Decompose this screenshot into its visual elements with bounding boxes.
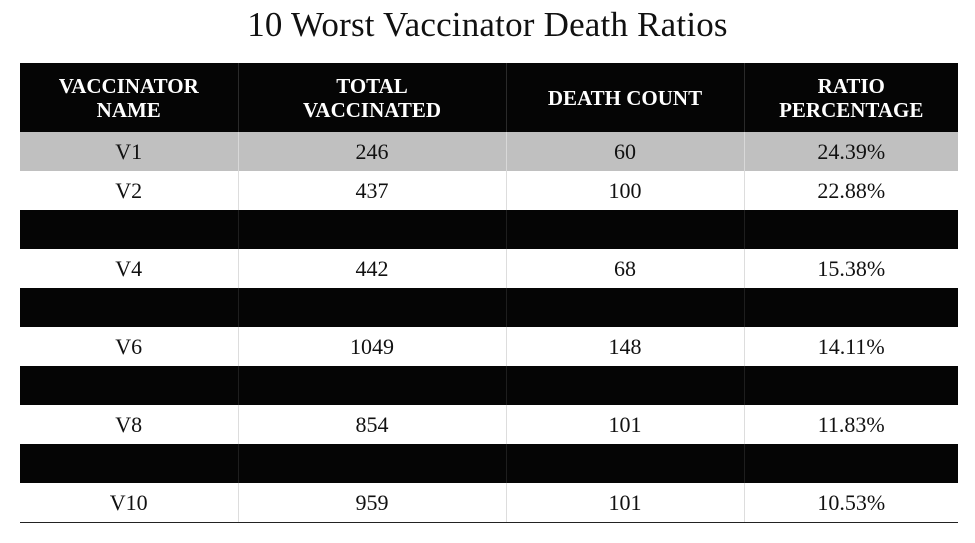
redacted-cell	[743, 288, 958, 327]
cell-vaccinator-name: V4	[20, 249, 238, 288]
header-ratio-percentage: RATIO PERCENTAGE	[743, 63, 958, 132]
table-row: V1 246 60 24.39%	[20, 132, 958, 171]
table-row: V2 437 100 22.88%	[20, 171, 958, 210]
table-header: VACCINATOR NAME TOTAL VACCINATED DEATH C…	[20, 63, 958, 132]
cell-total-vaccinated: 854	[237, 405, 506, 444]
redacted-row	[20, 444, 958, 483]
redacted-row	[20, 366, 958, 405]
table-body: V1 246 60 24.39% V2 437 100 22.88% V4 44…	[20, 132, 958, 523]
redacted-row	[20, 288, 958, 327]
cell-death-count: 101	[505, 405, 744, 444]
cell-death-count: 100	[505, 171, 744, 210]
table-row: V6 1049 148 14.11%	[20, 327, 958, 366]
redacted-cell	[237, 288, 506, 327]
redacted-cell	[20, 288, 238, 327]
redacted-cell	[743, 366, 958, 405]
cell-death-count: 101	[505, 483, 744, 523]
cell-total-vaccinated: 246	[237, 132, 506, 171]
cell-total-vaccinated: 1049	[237, 327, 506, 366]
table-row: V4 442 68 15.38%	[20, 249, 958, 288]
cell-death-count: 148	[505, 327, 744, 366]
page-title: 10 Worst Vaccinator Death Ratios	[247, 5, 728, 44]
header-death-count: DEATH COUNT	[505, 63, 744, 132]
redacted-cell	[237, 210, 506, 249]
redacted-cell	[505, 366, 744, 405]
redacted-cell	[20, 444, 238, 483]
redacted-cell	[743, 444, 958, 483]
vaccinator-death-ratio-table: VACCINATOR NAME TOTAL VACCINATED DEATH C…	[20, 63, 958, 523]
cell-total-vaccinated: 442	[237, 249, 506, 288]
table-header-row: VACCINATOR NAME TOTAL VACCINATED DEATH C…	[20, 63, 958, 132]
header-vaccinator-name: VACCINATOR NAME	[20, 63, 238, 132]
cell-death-count: 68	[505, 249, 744, 288]
redacted-cell	[743, 210, 958, 249]
cell-vaccinator-name: V8	[20, 405, 238, 444]
cell-ratio-percentage: 10.53%	[743, 483, 958, 523]
redacted-cell	[237, 444, 506, 483]
cell-ratio-percentage: 15.38%	[743, 249, 958, 288]
cell-total-vaccinated: 959	[237, 483, 506, 523]
redacted-cell	[505, 444, 744, 483]
cell-death-count: 60	[505, 132, 744, 171]
cell-vaccinator-name: V2	[20, 171, 238, 210]
redacted-cell	[20, 210, 238, 249]
cell-ratio-percentage: 24.39%	[743, 132, 958, 171]
vaccinator-table-container: VACCINATOR NAME TOTAL VACCINATED DEATH C…	[20, 63, 958, 523]
redacted-cell	[20, 366, 238, 405]
header-total-vaccinated: TOTAL VACCINATED	[237, 63, 506, 132]
cell-vaccinator-name: V10	[20, 483, 238, 523]
table-row: V10 959 101 10.53%	[20, 483, 958, 523]
cell-ratio-percentage: 11.83%	[743, 405, 958, 444]
table-row: V8 854 101 11.83%	[20, 405, 958, 444]
redacted-cell	[505, 210, 744, 249]
cell-ratio-percentage: 14.11%	[743, 327, 958, 366]
redacted-cell	[505, 288, 744, 327]
cell-vaccinator-name: V6	[20, 327, 238, 366]
cell-ratio-percentage: 22.88%	[743, 171, 958, 210]
cell-total-vaccinated: 437	[237, 171, 506, 210]
redacted-cell	[237, 366, 506, 405]
redacted-row	[20, 210, 958, 249]
cell-vaccinator-name: V1	[20, 132, 238, 171]
